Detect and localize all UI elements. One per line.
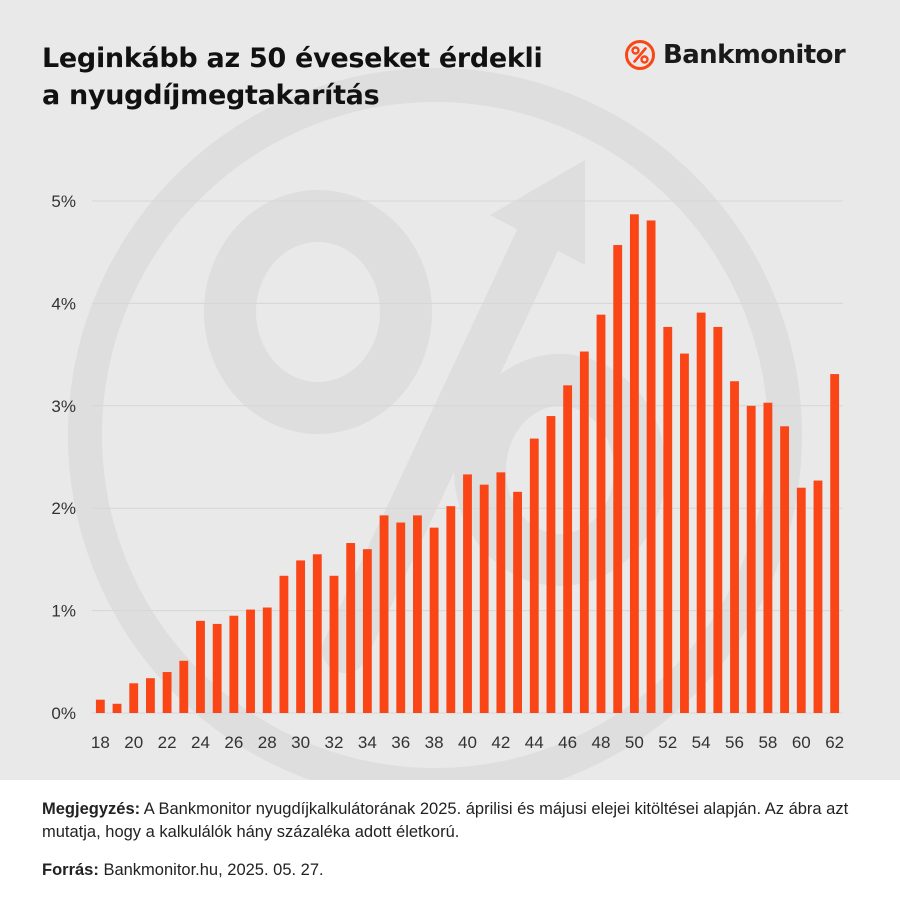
y-tick-label: 5%: [51, 192, 76, 211]
x-tick-label: 52: [658, 733, 677, 752]
x-tick-label: 32: [325, 733, 344, 752]
y-tick-label: 4%: [51, 294, 76, 313]
bar: [780, 426, 790, 713]
bar: [162, 672, 172, 713]
x-tick-label: 40: [458, 733, 477, 752]
bar: [663, 326, 673, 713]
x-tick-label: 28: [258, 733, 277, 752]
bar: [696, 312, 706, 713]
bar: [813, 480, 823, 713]
brand-name: Bankmonitor: [663, 40, 846, 70]
bar: [713, 326, 723, 713]
x-tick-label: 36: [391, 733, 410, 752]
x-axis-ticks: 18 20 22 24 26 28 30 32 34 36 38 40 42 44 46 48 50 52 54 56…: [91, 733, 844, 752]
bar: [613, 245, 623, 714]
y-tick-label: 1%: [51, 602, 76, 621]
x-tick-label: 58: [758, 733, 777, 752]
bar: [563, 385, 573, 713]
y-tick-label: 2%: [51, 499, 76, 518]
y-tick-label: 0%: [51, 704, 76, 723]
bar: [396, 522, 406, 713]
percent-circle-icon: [625, 40, 655, 70]
bar: [746, 405, 756, 713]
x-tick-label: 18: [91, 733, 110, 752]
x-tick-label: 38: [425, 733, 444, 752]
x-tick-label: 42: [491, 733, 510, 752]
bar: [529, 438, 539, 713]
bar: [796, 487, 806, 713]
bar: [329, 575, 339, 713]
note-label: Megjegyzés:: [42, 800, 141, 818]
bar: [262, 607, 272, 713]
bar: [379, 515, 389, 713]
bar: [763, 402, 773, 713]
chart-note: Megjegyzés: A Bankmonitor nyugdíjkalkulá…: [42, 798, 862, 844]
bar: [446, 506, 456, 713]
brand-logo: Bankmonitor: [624, 37, 846, 73]
bar: [179, 660, 189, 713]
note-text: A Bankmonitor nyugdíjkalkulátorának 2025…: [42, 800, 849, 841]
bar: [429, 527, 439, 713]
bar: [629, 214, 639, 713]
y-axis-ticks: 0% 1% 2% 3% 4% 5%: [51, 192, 76, 723]
x-tick-label: 56: [725, 733, 744, 752]
bar: [496, 472, 506, 713]
x-tick-label: 20: [124, 733, 143, 752]
bar: [479, 484, 489, 713]
bar: [646, 220, 656, 713]
chart-title-line-1: Leginkább az 50 éveseket érdekli: [42, 43, 543, 74]
footer: Megjegyzés: A Bankmonitor nyugdíjkalkulá…: [0, 780, 900, 900]
x-tick-label: 22: [158, 733, 177, 752]
bar: [346, 543, 356, 713]
x-tick-label: 62: [825, 733, 844, 752]
bar: [362, 549, 372, 713]
chart-source: Forrás: Bankmonitor.hu, 2025. 05. 27.: [42, 859, 862, 882]
bar: [212, 623, 222, 713]
bar: [730, 381, 739, 713]
bar: [680, 353, 689, 713]
bars: [95, 214, 840, 714]
source-label: Forrás:: [42, 861, 99, 879]
x-tick-label: 54: [692, 733, 711, 752]
bar: [279, 575, 289, 713]
x-tick-label: 60: [792, 733, 811, 752]
x-tick-label: 48: [592, 733, 611, 752]
bar: [830, 374, 840, 713]
bar: [95, 699, 105, 713]
bar: [229, 615, 239, 713]
chart-title-line-2: a nyugdíjmegtakarítás: [42, 80, 380, 111]
x-tick-label: 24: [191, 733, 210, 752]
chart-panel: Leginkább az 50 éveseket érdekli a nyugd…: [0, 0, 900, 780]
bar: [546, 416, 556, 713]
bar: [312, 554, 322, 713]
source-text: Bankmonitor.hu, 2025. 05. 27.: [98, 861, 324, 879]
bar: [246, 609, 255, 713]
x-tick-label: 50: [625, 733, 644, 752]
x-tick-label: 30: [291, 733, 310, 752]
x-tick-label: 26: [224, 733, 243, 752]
bar: [196, 620, 205, 713]
bar: [296, 560, 306, 713]
y-tick-label: 3%: [51, 397, 76, 416]
bar: [463, 474, 472, 713]
bar: [596, 314, 606, 713]
x-tick-label: 34: [358, 733, 377, 752]
x-tick-label: 44: [525, 733, 544, 752]
bar-chart: 0% 1% 2% 3% 4% 5% 18 20 22 24 26 28 30 32 34 36 38 40 42 4…: [51, 192, 844, 752]
bar: [112, 703, 122, 713]
bar: [129, 683, 139, 713]
x-tick-label: 46: [558, 733, 577, 752]
bar: [579, 351, 589, 713]
bar: [513, 491, 522, 713]
bar: [145, 678, 155, 713]
chart-title: Leginkább az 50 éveseket érdekli a nyugd…: [42, 40, 543, 114]
bar: [413, 515, 422, 713]
